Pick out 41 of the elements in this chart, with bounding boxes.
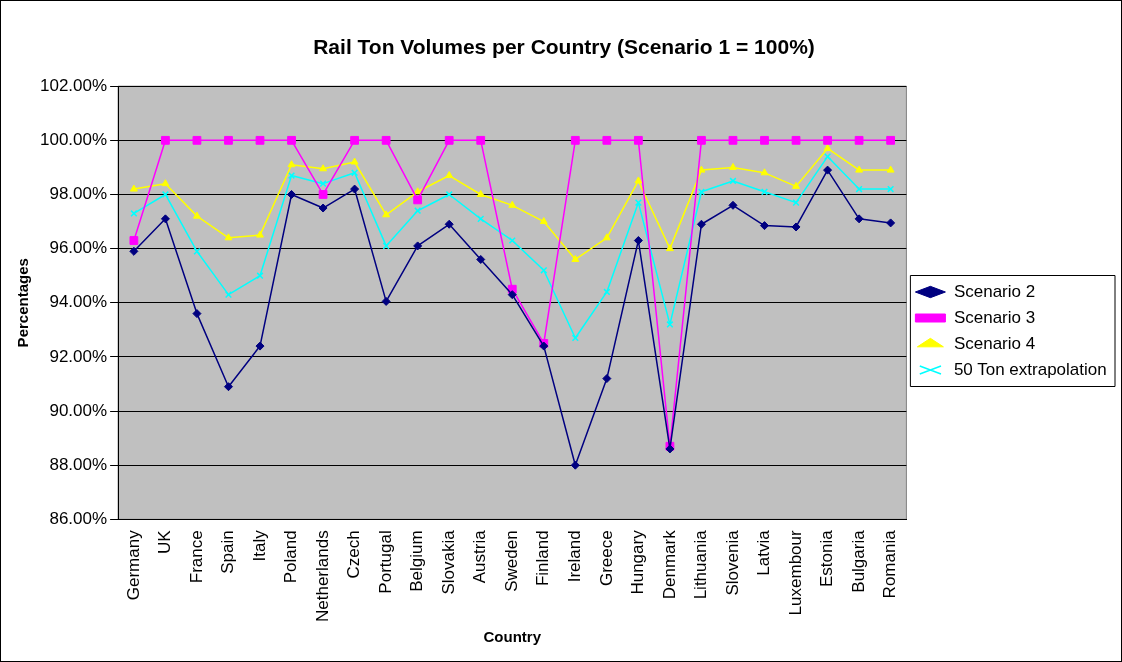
x-tick-label: UK [155,529,175,554]
x-tick-label: Austria [470,529,490,584]
y-tick-label: 92.00% [49,346,108,366]
x-tick-label: Portugal [375,530,395,594]
x-tick-label: Latvia [754,529,774,576]
legend-label: Scenario 3 [953,307,1036,327]
y-tick-label: 90.00% [49,400,108,420]
y-tick-label: 98.00% [49,184,108,204]
x-tick-label: Estonia [817,529,837,588]
y-tick-label: 100.00% [39,130,108,150]
y-tick-label: 86.00% [49,509,108,529]
legend-label: Scenario 4 [953,333,1036,353]
chart-title: Rail Ton Volumes per Country (Scenario 1 = 100%) [313,35,815,59]
legend-label: 50 Ton extrapolation [953,359,1107,379]
x-tick-label: Germany [123,529,143,601]
x-tick-label: Ireland [565,530,584,583]
x-tick-label: Lithuania [691,529,711,600]
y-tick-label: 96.00% [49,238,108,258]
x-tick-label: Poland [281,530,301,584]
y-axis-title: Percentages [14,258,32,348]
x-tick-label: Spain [218,530,238,574]
x-tick-label: France [186,530,206,584]
x-tick-label: Italy [249,529,269,562]
x-tick-label: Denmark [659,529,679,600]
x-tick-label: Slovakia [438,529,458,595]
x-tick-label: Sweden [501,530,521,592]
x-axis-title: Country [483,628,542,646]
x-tick-label: Czech [344,530,364,579]
x-tick-label: Hungary [628,529,648,595]
x-tick-label: Netherlands [312,530,332,623]
x-tick-label: Finland [533,530,553,587]
y-tick-label: 102.00% [39,75,108,95]
x-tick-label: Slovenia [722,529,742,596]
x-tick-label: Luxembour [785,530,805,616]
x-tick-label: Romania [880,529,900,599]
x-tick-label: Bulgaria [848,529,868,593]
legend-label: Scenario 2 [953,281,1036,301]
y-tick-label: 88.00% [49,454,108,474]
y-tick-label: 94.00% [49,292,108,312]
x-tick-label: Belgium [407,530,427,592]
x-tick-label: Greece [596,530,616,587]
